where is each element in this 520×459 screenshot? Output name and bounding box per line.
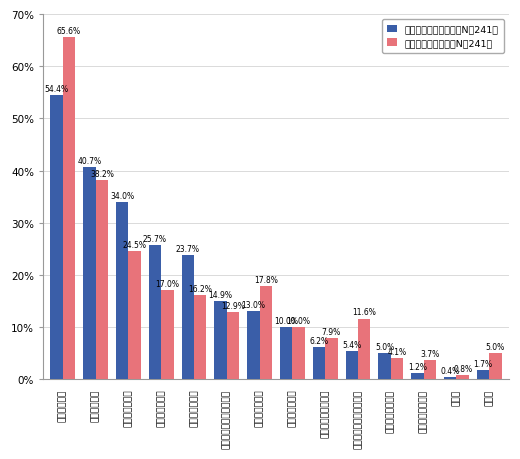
Bar — [149, 246, 161, 379]
Text: 4.1%: 4.1% — [387, 347, 407, 356]
Bar — [259, 286, 272, 379]
Text: 13.0%: 13.0% — [241, 301, 265, 309]
Bar — [227, 312, 239, 379]
Text: 1.7%: 1.7% — [473, 359, 492, 368]
Bar — [194, 295, 206, 379]
Text: 24.5%: 24.5% — [123, 241, 147, 250]
Bar — [457, 375, 469, 379]
Text: 17.8%: 17.8% — [254, 275, 278, 285]
Text: 14.9%: 14.9% — [209, 291, 232, 300]
Text: 0.4%: 0.4% — [440, 366, 460, 375]
Bar — [96, 180, 108, 379]
Text: 23.7%: 23.7% — [176, 245, 200, 254]
Bar — [489, 353, 502, 379]
Bar — [292, 327, 305, 379]
Text: 54.4%: 54.4% — [45, 85, 69, 94]
Bar — [313, 347, 325, 379]
Bar — [63, 38, 75, 379]
Bar — [358, 319, 370, 379]
Bar — [379, 353, 391, 379]
Text: 12.9%: 12.9% — [221, 301, 245, 310]
Text: 1.2%: 1.2% — [408, 362, 427, 371]
Bar — [444, 377, 457, 379]
Bar — [411, 373, 424, 379]
Text: 7.9%: 7.9% — [322, 327, 341, 336]
Bar — [391, 358, 404, 379]
Bar — [116, 202, 128, 379]
Text: 25.7%: 25.7% — [143, 235, 167, 243]
Text: 10.0%: 10.0% — [287, 316, 310, 325]
Bar — [280, 327, 292, 379]
Text: 0.8%: 0.8% — [453, 364, 472, 373]
Bar — [181, 256, 194, 379]
Text: 65.6%: 65.6% — [57, 27, 81, 36]
Text: 6.2%: 6.2% — [309, 336, 329, 345]
Bar — [247, 312, 259, 379]
Text: 5.0%: 5.0% — [375, 342, 394, 351]
Bar — [161, 291, 174, 379]
Bar — [424, 360, 436, 379]
Text: 40.7%: 40.7% — [77, 157, 101, 165]
Text: 11.6%: 11.6% — [353, 308, 376, 317]
Text: 10.0%: 10.0% — [274, 316, 298, 325]
Text: 16.2%: 16.2% — [188, 284, 212, 293]
Bar — [128, 252, 141, 379]
Bar — [50, 96, 63, 379]
Text: 17.0%: 17.0% — [155, 280, 179, 289]
Legend: 購入の際重視した点（N＝241）, 今後重視したい点（N＝241）: 購入の際重視した点（N＝241）, 今後重視したい点（N＝241） — [382, 20, 504, 54]
Text: 5.4%: 5.4% — [342, 340, 361, 349]
Bar — [346, 351, 358, 379]
Bar — [477, 370, 489, 379]
Bar — [214, 302, 227, 379]
Bar — [325, 338, 337, 379]
Text: 38.2%: 38.2% — [90, 169, 114, 179]
Text: 34.0%: 34.0% — [110, 191, 134, 200]
Text: 5.0%: 5.0% — [486, 342, 505, 351]
Bar — [83, 168, 96, 379]
Text: 3.7%: 3.7% — [420, 349, 439, 358]
